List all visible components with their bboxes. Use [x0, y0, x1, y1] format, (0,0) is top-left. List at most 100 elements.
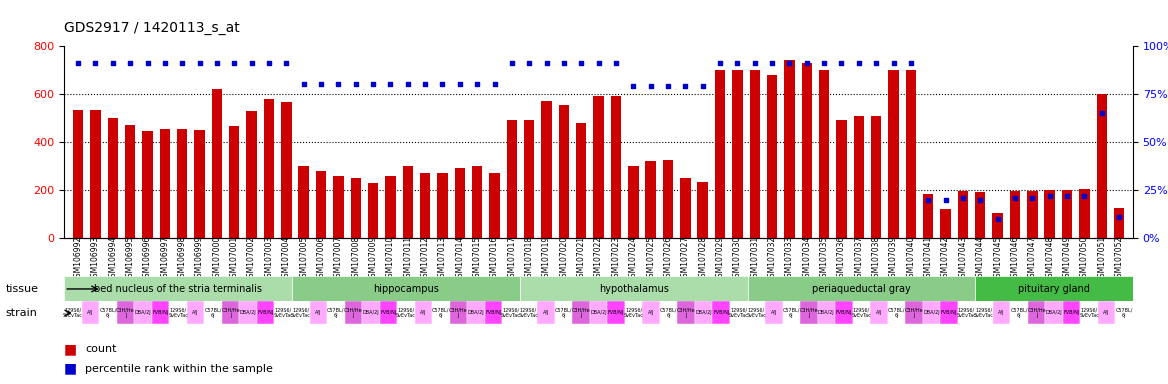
Text: GSM107032: GSM107032 [767, 236, 777, 282]
Text: GSM107024: GSM107024 [628, 236, 638, 282]
Text: GSM107000: GSM107000 [213, 236, 222, 282]
Text: GSM107010: GSM107010 [385, 236, 395, 282]
Text: GSM107029: GSM107029 [716, 236, 724, 282]
Text: GSM107025: GSM107025 [646, 236, 655, 282]
Bar [362, 301, 380, 324]
Text: GSM107033: GSM107033 [785, 236, 794, 282]
Point [937, 197, 955, 203]
Bar [385, 176, 396, 238]
Text: 129S6/
SvEvTac: 129S6/ SvEvTac [729, 308, 749, 318]
Text: C57BL/
6J: C57BL/ 6J [204, 308, 222, 318]
Text: C3H/He
J: C3H/He J [222, 308, 239, 318]
Text: 129S6/
SvEvTac: 129S6/ SvEvTac [957, 308, 976, 318]
Point [1110, 214, 1128, 220]
Text: GSM107037: GSM107037 [854, 236, 863, 282]
Text: GSM107028: GSM107028 [698, 236, 707, 282]
Bar [397, 301, 415, 324]
Bar [485, 301, 502, 324]
Bar [64, 301, 82, 324]
Text: C57BL/
6J: C57BL/ 6J [1115, 308, 1133, 318]
Bar [889, 70, 898, 238]
Point [416, 81, 434, 88]
Bar [836, 121, 847, 238]
Text: DBA/2J: DBA/2J [134, 310, 152, 316]
Point [1058, 193, 1077, 199]
Text: GSM107011: GSM107011 [403, 236, 412, 282]
Text: GSM107039: GSM107039 [889, 236, 898, 282]
Text: GSM107048: GSM107048 [1045, 236, 1055, 282]
Bar [64, 276, 292, 301]
Point [537, 60, 556, 66]
Bar [274, 301, 292, 324]
Bar [590, 301, 607, 324]
Point [225, 60, 244, 66]
Bar [450, 301, 467, 324]
Text: GSM107040: GSM107040 [906, 236, 916, 282]
Text: GSM107051: GSM107051 [1097, 236, 1106, 282]
Bar [940, 209, 951, 238]
Bar [1080, 301, 1098, 324]
Text: GSM107041: GSM107041 [924, 236, 933, 282]
Bar [993, 301, 1010, 324]
Point [520, 60, 538, 66]
Text: GSM106995: GSM106995 [126, 236, 134, 282]
Text: GSM107013: GSM107013 [438, 236, 447, 282]
Point [69, 60, 88, 66]
Text: GSM107044: GSM107044 [975, 236, 985, 282]
Point [259, 60, 278, 66]
Text: C57BL/
6J: C57BL/ 6J [555, 308, 572, 318]
Text: GSM107012: GSM107012 [420, 236, 430, 282]
Bar [152, 301, 169, 324]
Text: A/J: A/J [1104, 310, 1110, 316]
Bar [246, 111, 257, 238]
Text: GSM107009: GSM107009 [369, 236, 377, 282]
Text: hypothalamus: hypothalamus [599, 284, 668, 294]
Text: A/J: A/J [999, 310, 1004, 316]
Bar [437, 173, 447, 238]
Text: GSM107023: GSM107023 [612, 236, 620, 282]
Bar [593, 96, 604, 238]
Bar [299, 166, 308, 238]
Bar [923, 194, 933, 238]
Text: FVB/NJ: FVB/NJ [940, 310, 958, 316]
Bar [1063, 301, 1080, 324]
Text: hippocampus: hippocampus [373, 284, 439, 294]
Bar [82, 301, 99, 324]
Text: 129S6/
SvEvTac: 129S6/ SvEvTac [291, 308, 311, 318]
Bar [993, 213, 1003, 238]
Point [988, 216, 1007, 222]
Bar [345, 301, 362, 324]
Text: GSM107006: GSM107006 [317, 236, 326, 282]
Bar [99, 301, 117, 324]
Bar [628, 166, 639, 238]
Point [572, 60, 591, 66]
Text: GSM107018: GSM107018 [524, 236, 534, 282]
Bar [292, 301, 310, 324]
Text: A/J: A/J [648, 310, 654, 316]
Text: GSM107027: GSM107027 [681, 236, 690, 282]
Text: DBA/2J: DBA/2J [467, 310, 485, 316]
Bar [767, 75, 777, 238]
Bar [607, 301, 625, 324]
Point [815, 60, 834, 66]
Point [884, 60, 903, 66]
Text: GSM107014: GSM107014 [456, 236, 465, 282]
Point [1075, 193, 1093, 199]
Point [120, 60, 139, 66]
Point [347, 81, 366, 88]
Bar [472, 166, 482, 238]
Point [312, 81, 331, 88]
Text: GSM107036: GSM107036 [837, 236, 846, 282]
Bar [178, 129, 187, 238]
Text: GSM107008: GSM107008 [352, 236, 360, 282]
Bar [368, 183, 378, 238]
Point [294, 81, 313, 88]
Bar [229, 126, 239, 238]
Point [641, 83, 660, 89]
Text: periaqueductal gray: periaqueductal gray [812, 284, 911, 294]
Bar [211, 89, 222, 238]
Bar [1079, 189, 1090, 238]
Text: GSM106992: GSM106992 [74, 236, 83, 282]
Text: GDS2917 / 1420113_s_at: GDS2917 / 1420113_s_at [64, 21, 239, 35]
Bar [819, 70, 829, 238]
